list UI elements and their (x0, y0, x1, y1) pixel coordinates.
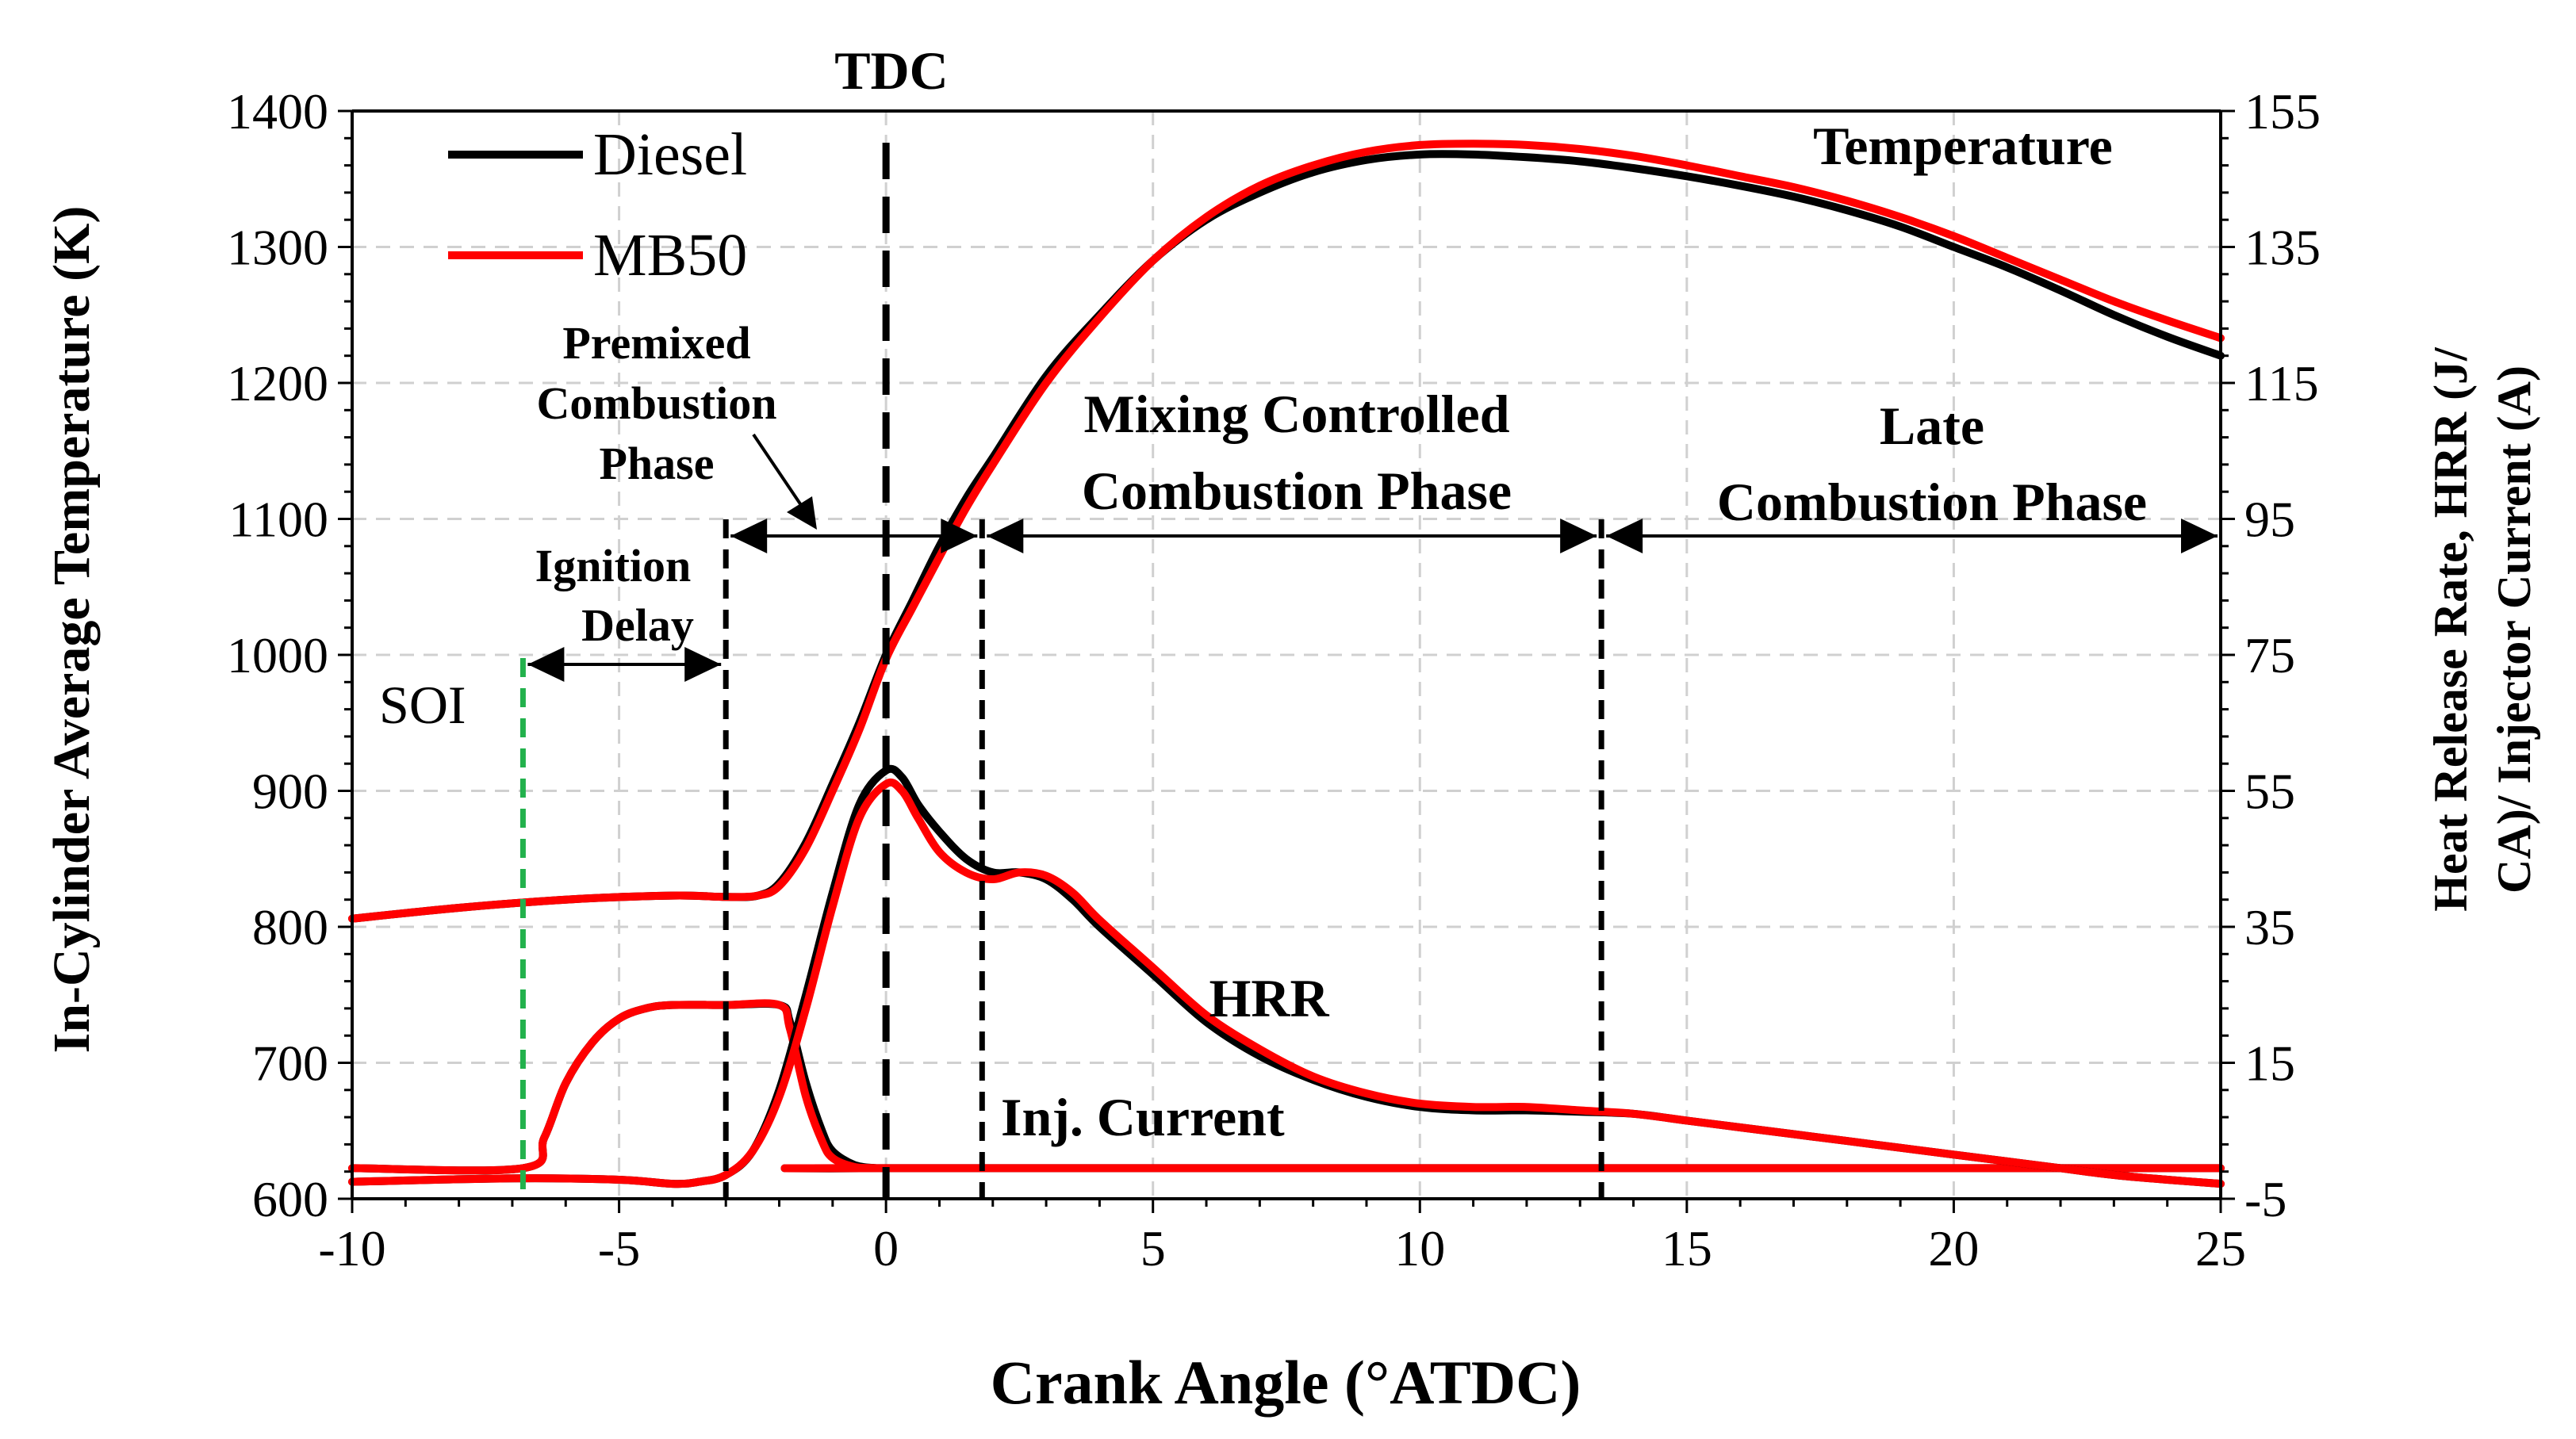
premixed-label-2: Combustion (537, 377, 777, 429)
phase-arrows (527, 433, 2218, 682)
premixed-arrow-head-left (730, 519, 768, 553)
temperature-label: Temperature (1813, 116, 2113, 176)
y-right-tick-label-75: 75 (2244, 627, 2295, 683)
x-axis-label: Crank Angle (°ATDC) (991, 1348, 1581, 1417)
x-tick-label--10: -10 (318, 1220, 385, 1276)
y-right-tick-label-15: 15 (2244, 1035, 2295, 1092)
y-right-tick-label-55: 55 (2244, 764, 2295, 820)
legend: Diesel MB50 (448, 121, 747, 289)
y-right-axis-label-line2: CA)/ Injector Current (A) (2488, 365, 2540, 894)
y-left-tick-label-600: 600 (252, 1171, 328, 1227)
ignition-delay-arrow-head-right (684, 647, 722, 682)
x-tick-label--5: -5 (598, 1220, 640, 1276)
x-tick-label-25: 25 (2195, 1220, 2246, 1276)
late-arrow-head-right (2181, 519, 2218, 553)
y-right-tick-label-135: 135 (2244, 220, 2321, 276)
ignition-delay-label-2: Delay (581, 599, 694, 651)
phase-markers (519, 143, 1604, 1199)
tdc-label: TDC (834, 40, 949, 101)
hrr-label: HRR (1209, 968, 1329, 1028)
y-left-tick-label-1100: 1100 (228, 492, 328, 548)
y-left-tick-label-1000: 1000 (227, 627, 328, 683)
y-left-tick-label-800: 800 (252, 899, 328, 955)
x-tick-label-10: 10 (1394, 1220, 1445, 1276)
y-right-tick-label-35: 35 (2244, 899, 2295, 955)
legend-label-diesel: Diesel (593, 121, 747, 188)
ignition-delay-label-1: Ignition (535, 540, 692, 591)
mixing-arrow-head-right (1560, 519, 1597, 553)
inj-current-label: Inj. Current (1001, 1087, 1285, 1147)
series-curves (348, 140, 2225, 1188)
mixing-label-1: Mixing Controlled (1083, 384, 1509, 444)
y-left-tick-label-1300: 1300 (227, 220, 328, 276)
x-tick-label-15: 15 (1662, 1220, 1712, 1276)
y-right-tick-label-155: 155 (2244, 83, 2321, 140)
series-mb50-temperature (348, 140, 2225, 923)
premixed-label-1: Premixed (562, 317, 750, 369)
mixing-arrow-head-left (987, 519, 1024, 553)
y-right-tick-label--5: -5 (2244, 1171, 2287, 1227)
y-right-tick-label-95: 95 (2244, 492, 2295, 548)
soi-label: SOI (379, 675, 466, 735)
y-right-tick-label-115: 115 (2244, 355, 2319, 411)
late-label-2: Combustion Phase (1717, 472, 2147, 532)
x-tick-label-20: 20 (1928, 1220, 1979, 1276)
series-mb50-hrr (348, 778, 2225, 1188)
premixed-arrow-head-right (941, 519, 978, 553)
late-arrow-head-left (1606, 519, 1643, 553)
x-tick-label-5: 5 (1140, 1220, 1166, 1276)
premixed-leader-head (787, 496, 817, 530)
y-left-tick-label-700: 700 (252, 1035, 328, 1092)
ignition-delay-arrow-head-left (527, 647, 565, 682)
y-left-axis-label: In-Cylinder Average Temperature (K) (43, 206, 101, 1054)
y-left-tick-label-1400: 1400 (227, 83, 328, 140)
y-left-tick-label-900: 900 (252, 764, 328, 820)
premixed-label-3: Phase (600, 438, 715, 489)
y-right-axis-label-line1: Heat Release Rate, HRR (J/ (2425, 346, 2477, 912)
mixing-label-2: Combustion Phase (1082, 461, 1512, 521)
premixed-leader-line (752, 433, 804, 509)
late-label-1: Late (1880, 396, 1984, 456)
y-left-tick-label-1200: 1200 (227, 355, 328, 411)
x-tick-label-0: 0 (873, 1220, 899, 1276)
axes: -10 -5 0 5 10 15 20 25 600 700 800 900 1000 1100 1200 1… (227, 83, 2321, 1276)
legend-label-mb50: MB50 (593, 222, 747, 289)
